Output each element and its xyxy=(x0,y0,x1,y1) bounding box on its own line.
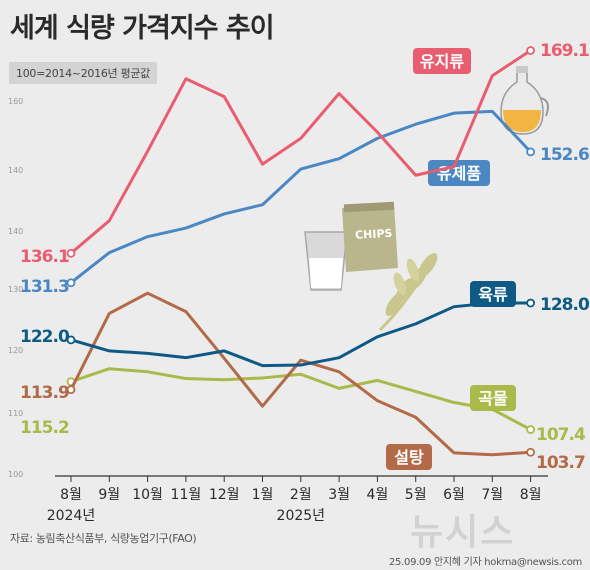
x-tick-label: 7월 xyxy=(481,487,503,503)
end-point-곡물 xyxy=(526,425,535,434)
x-tick-label: 6월 xyxy=(443,487,465,503)
x-tick-label: 8월 xyxy=(520,487,542,503)
x-axis: 8월 9월 10월 11월 12월 1월 2월 3월 4월 5월 6월 7월 8월 2024년 2025년 xyxy=(47,475,548,524)
source-note: 자료: 농림축산식품부, 식량농업기구(FAO) xyxy=(10,532,197,545)
first-value-label-설탕: 113.9 xyxy=(20,383,69,403)
series-layer: 곡물 115.2 107.4 설탕 113.9 103.7 육류 122.0 128.0 유제품 1… xyxy=(20,41,590,473)
index-base-note: 100=2014~2016년 평균값 xyxy=(9,62,157,84)
x-tick-label: 10월 xyxy=(132,487,163,503)
wheat-icon xyxy=(378,253,438,332)
first-value-label-육류: 122.0 xyxy=(20,327,70,347)
x-tick-label: 4월 xyxy=(367,487,389,503)
series-label-유지류: 유지류 xyxy=(420,52,464,71)
series-label-육류: 육류 xyxy=(478,285,508,304)
y-tick-label: 120 xyxy=(8,346,23,355)
y-tick-label: 110 xyxy=(8,409,23,418)
chart-title: 세계 식량 가격지수 추이 xyxy=(10,13,275,44)
series-label-설탕: 설탕 xyxy=(394,448,424,467)
end-point-육류 xyxy=(526,298,535,308)
series-label-box-설탕 xyxy=(386,444,432,470)
y-tick-label: 160 xyxy=(8,97,23,106)
newsis-watermark: 뉴시스 xyxy=(410,512,516,553)
start-point-설탕 xyxy=(66,385,76,395)
year-label-2024: 2024년 xyxy=(47,508,96,524)
series-label-곡물: 곡물 xyxy=(478,389,508,408)
end-point-설탕 xyxy=(526,447,535,457)
y-tick-label: 130 xyxy=(8,285,23,294)
y-tick-label: 100 xyxy=(8,470,23,479)
series-line-곡물 xyxy=(69,367,533,432)
end-point-유제품 xyxy=(526,147,535,157)
last-value-label-육류: 128.0 xyxy=(540,295,590,315)
x-tick-label: 3월 xyxy=(328,487,350,503)
series-line-육류 xyxy=(69,301,533,368)
series-label-box-곡물 xyxy=(470,385,516,411)
svg-text:CHIPS: CHIPS xyxy=(355,227,393,242)
x-tick-label: 12월 xyxy=(209,487,240,503)
x-tick-label: 11월 xyxy=(171,487,202,503)
last-value-label-유제품: 152.6 xyxy=(540,145,589,165)
start-point-육류 xyxy=(66,335,76,345)
start-point-유제품 xyxy=(66,278,76,288)
y-axis-ticks: 100 110 120 130 140 140 160 xyxy=(8,97,23,479)
last-value-label-곡물: 107.4 xyxy=(536,425,586,445)
credit-line: 25.09.09 안지혜 기자 hokma@newsis.com xyxy=(389,557,582,568)
series-line-유지류 xyxy=(69,49,533,255)
series-label-유제품: 유제품 xyxy=(437,164,481,183)
first-value-label-유제품: 131.3 xyxy=(20,277,69,297)
year-label-2025: 2025년 xyxy=(277,508,326,524)
y-tick-label: 140 xyxy=(8,166,23,175)
series-line-설탕 xyxy=(69,291,533,457)
x-tick-label: 5월 xyxy=(405,487,427,503)
milk-glass-icon xyxy=(304,231,348,291)
last-value-label-유지류: 169.1 xyxy=(540,41,589,61)
end-point-유지류 xyxy=(526,46,535,55)
first-value-label-곡물: 115.2 xyxy=(20,418,69,438)
x-tick-label: 8월 xyxy=(60,487,82,503)
last-value-label-설탕: 103.7 xyxy=(536,453,585,473)
first-value-label-유지류: 136.1 xyxy=(20,247,69,267)
series-label-box-유지류 xyxy=(413,48,471,74)
start-point-유지류 xyxy=(66,248,76,258)
series-line-유제품 xyxy=(69,109,533,285)
x-tick-label: 2월 xyxy=(290,487,312,503)
oil-bottle-icon xyxy=(500,66,549,135)
x-tick-label: 9월 xyxy=(98,487,120,503)
x-tick-label: 1월 xyxy=(252,487,274,503)
chips-bag-icon: CHIPS xyxy=(342,201,398,272)
series-label-box-유제품 xyxy=(428,160,490,186)
y-tick-label: 140 xyxy=(8,227,23,236)
series-label-box-육류 xyxy=(470,281,516,307)
